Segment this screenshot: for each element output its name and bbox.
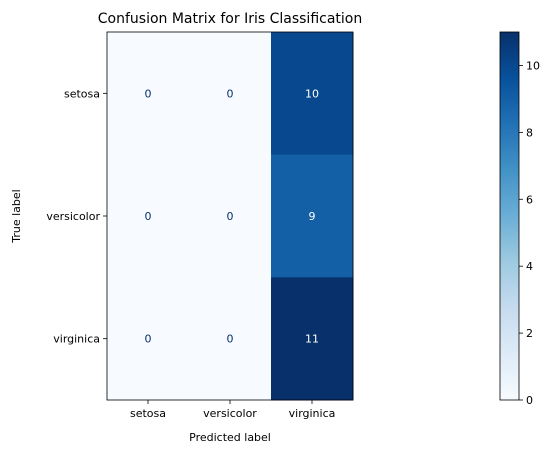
- heatmap-cell: [189, 32, 272, 156]
- cell-value-label: 0: [227, 87, 234, 100]
- colorbar-tick-label: 6: [526, 193, 533, 206]
- cell-value-label: 0: [227, 333, 234, 346]
- colorbar-ticks: 0 2 4 6 8 10: [519, 59, 540, 407]
- colorbar: [499, 31, 520, 401]
- x-axis-label: Predicted label: [189, 431, 271, 444]
- heatmap-cell-labels: 0 0 10 0 0 9 0 0 11: [145, 87, 320, 345]
- x-tick-label: virginica: [289, 407, 336, 420]
- cell-value-label: 11: [305, 333, 319, 346]
- cell-value-label: 9: [309, 210, 316, 223]
- x-tick-label: setosa: [130, 407, 166, 420]
- heatmap-cell: [271, 154, 354, 278]
- heatmap-cell: [107, 32, 190, 156]
- cell-value-label: 10: [305, 87, 319, 100]
- heatmap-cell: [107, 154, 190, 278]
- heatmap-cell: [189, 154, 272, 278]
- colorbar-tick-label: 8: [526, 126, 533, 139]
- y-tick-label: versicolor: [46, 210, 100, 223]
- heatmap-cell: [107, 277, 190, 401]
- y-tick-label: virginica: [53, 333, 100, 346]
- chart-title: Confusion Matrix for Iris Classification: [98, 11, 362, 27]
- y-axis-label: True label: [10, 189, 23, 243]
- cell-value-label: 0: [227, 210, 234, 223]
- heatmap-cell: [271, 277, 354, 401]
- heatmap-cell: [271, 32, 354, 156]
- y-axis-ticks: setosa versicolor virginica: [46, 87, 107, 346]
- cell-value-label: 0: [145, 210, 152, 223]
- heatmap-cell: [189, 277, 272, 401]
- x-tick-label: versicolor: [203, 407, 257, 420]
- colorbar-tick-label: 4: [526, 260, 533, 273]
- y-tick-label: setosa: [64, 87, 100, 100]
- heatmap-cells: [107, 32, 354, 401]
- cell-value-label: 0: [145, 87, 152, 100]
- colorbar-tick-label: 2: [526, 327, 533, 340]
- cell-value-label: 0: [145, 333, 152, 346]
- x-axis-ticks: setosa versicolor virginica: [130, 400, 335, 420]
- colorbar-tick-label: 10: [526, 59, 540, 72]
- colorbar-tick-label: 0: [526, 394, 533, 407]
